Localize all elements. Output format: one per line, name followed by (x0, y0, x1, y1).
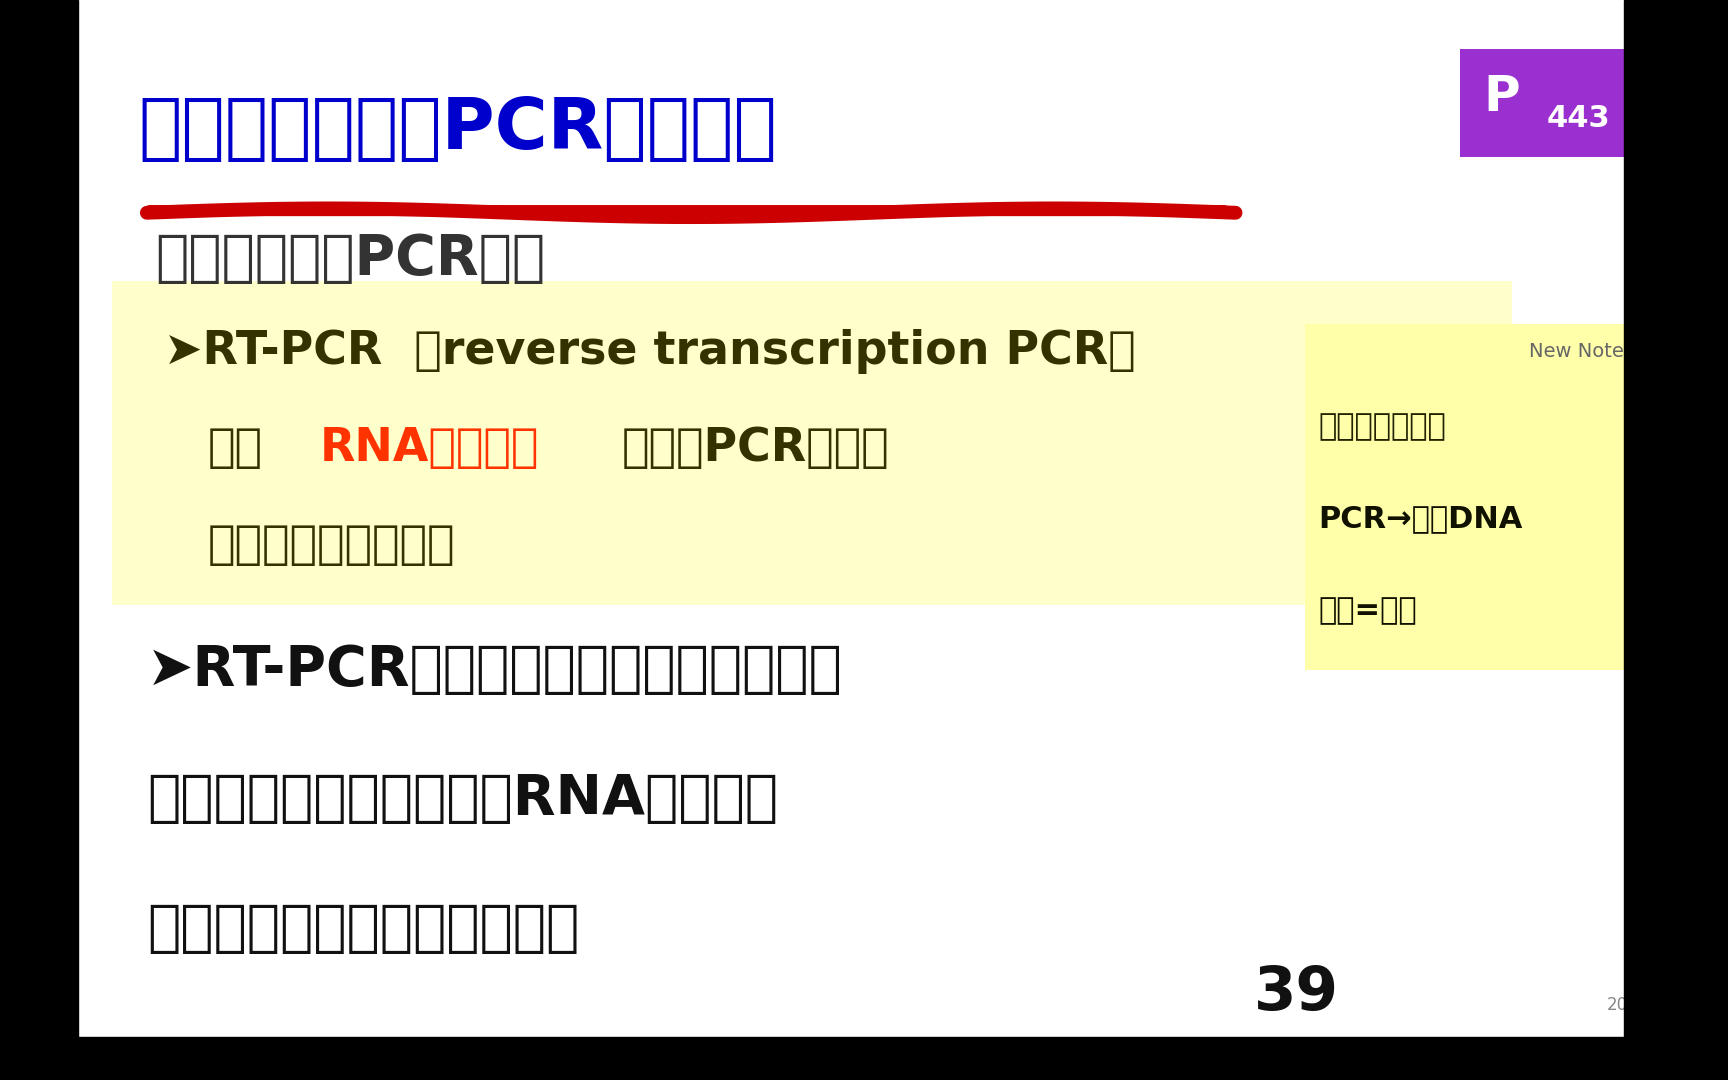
Bar (0, 1037, 1728, 1080)
Bar (1624, 0, 1728, 1080)
Text: 反应和PCR反应联: 反应和PCR反应联 (622, 426, 890, 471)
Text: RNA的逆转录: RNA的逆转录 (320, 426, 539, 471)
Text: PCR→扩增DNA: PCR→扩增DNA (1318, 504, 1522, 532)
Text: 的基因以及对已知序列的RNA进行定性: 的基因以及对已知序列的RNA进行定性 (147, 772, 778, 826)
FancyBboxPatch shape (1460, 49, 1624, 157)
Text: ➤RT-PCR  （reverse transcription PCR）: ➤RT-PCR （reverse transcription PCR） (164, 328, 1135, 374)
FancyBboxPatch shape (1305, 324, 1633, 670)
Text: ➤RT-PCR是目前从组织或细胞中获得目: ➤RT-PCR是目前从组织或细胞中获得目 (147, 643, 843, 697)
Text: （一）逆转录PCR技术: （一）逆转录PCR技术 (156, 232, 546, 286)
Text: 合应用的一种技术。: 合应用的一种技术。 (207, 523, 454, 568)
Text: 三、几种重要的PCR衍生技术: 三、几种重要的PCR衍生技术 (138, 95, 778, 164)
Text: P: P (1483, 73, 1519, 121)
Text: 退火=降温: 退火=降温 (1318, 596, 1417, 624)
Text: 39: 39 (1253, 964, 1339, 1023)
Text: New Note: New Note (1529, 341, 1624, 361)
Text: 是将: 是将 (207, 426, 263, 471)
Text: 分子杂交：杂交: 分子杂交：杂交 (1318, 413, 1446, 441)
Text: 443: 443 (1547, 105, 1610, 133)
Text: 及半定量分析的最有效方法。: 及半定量分析的最有效方法。 (147, 902, 579, 956)
Text: 2022/: 2022/ (1607, 996, 1655, 1013)
Bar (0, 0, 78, 1080)
FancyBboxPatch shape (112, 281, 1512, 605)
